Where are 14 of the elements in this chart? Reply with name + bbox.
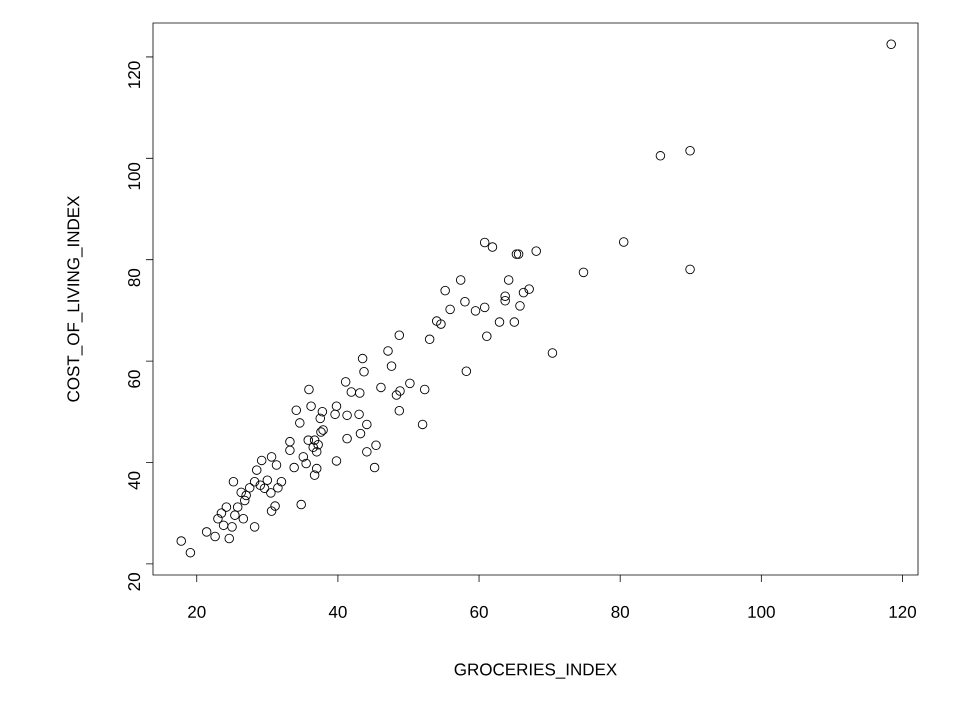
y-tick-label: 60	[128, 370, 140, 388]
x-axis-title: GROCERIES_INDEX	[454, 663, 617, 679]
y-tick-label: 100	[128, 162, 140, 190]
x-tick-label: 20	[188, 606, 206, 618]
y-tick-label: 40	[128, 472, 140, 490]
x-tick-label: 40	[328, 606, 347, 618]
x-tick-label: 100	[748, 606, 775, 618]
x-tick-label: 120	[890, 606, 916, 618]
y-tick-label: 20	[128, 573, 140, 590]
y-axis-title: COST_OF_LIVING_INDEX	[67, 196, 83, 402]
x-tick-label: 80	[611, 606, 629, 618]
y-tick-label: 80	[128, 268, 140, 286]
y-tick-label: 120	[128, 61, 140, 88]
x-tick-label: 60	[470, 606, 488, 618]
